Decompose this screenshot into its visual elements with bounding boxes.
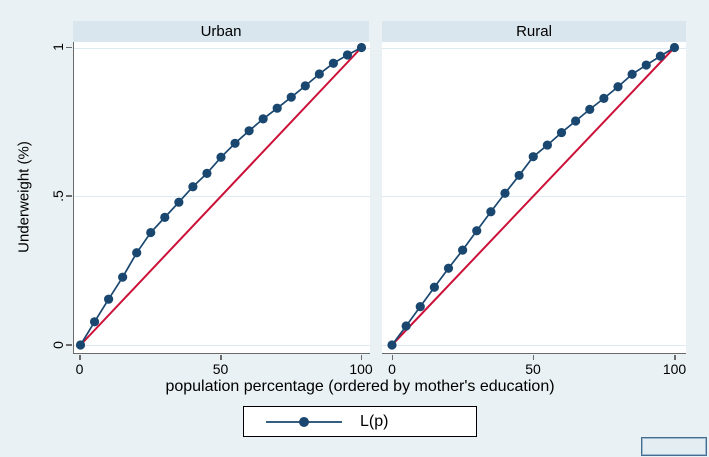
data-point-marker [387, 340, 397, 350]
y-tick-label-05: .5 [50, 190, 66, 202]
legend-line-marker-swatch [266, 416, 342, 427]
data-point-marker [244, 126, 254, 136]
data-point-marker [75, 340, 86, 350]
legend-box: L(p) [243, 406, 477, 437]
plot-area-urban [73, 42, 370, 354]
data-point-marker [500, 188, 510, 198]
data-point-marker [314, 69, 324, 79]
y-tickmark-0 [66, 344, 72, 346]
x-tickmark-rural-50 [532, 354, 534, 360]
data-point-marker [188, 182, 198, 192]
data-point-marker [160, 212, 170, 222]
data-point-marker [613, 82, 623, 92]
data-point-marker [599, 93, 609, 103]
x-tickmark-urban-50 [220, 354, 222, 360]
x-axis-title: population percentage (ordered by mother… [165, 378, 555, 395]
x-tickmark-rural-100 [674, 354, 676, 360]
data-point-marker [542, 140, 552, 150]
data-point-marker [472, 226, 482, 236]
y-tickmark-1 [66, 46, 72, 49]
data-point-marker [230, 138, 240, 148]
legend-label: L(p) [360, 412, 389, 430]
y-axis-title: Underweight (%) [15, 141, 33, 253]
corner-focus-box[interactable] [641, 437, 707, 456]
x-tickmark-urban-100 [360, 354, 362, 360]
panel-title-urban-label: Urban [200, 23, 242, 40]
data-point-marker [429, 282, 439, 292]
data-point-marker [132, 248, 142, 258]
x-tick-label-urban-100: 100 [349, 361, 373, 377]
panel-title-urban: Urban [73, 21, 369, 42]
lorenz-plot-urban [75, 42, 367, 350]
y-tick-label-0: 0 [50, 341, 66, 349]
data-point-marker [356, 42, 367, 53]
x-tick-label-rural-0: 0 [388, 361, 396, 377]
data-point-marker [528, 152, 538, 162]
data-point-marker [458, 245, 468, 255]
data-point-marker [328, 58, 338, 68]
x-tickmark-urban-0 [79, 354, 81, 360]
x-tickmark-rural-0 [391, 354, 393, 360]
data-point-marker [216, 152, 226, 162]
panel-title-rural: Rural [382, 21, 686, 42]
data-point-marker [146, 227, 156, 238]
data-point-marker [174, 197, 184, 207]
gridline-1 [74, 47, 370, 49]
panel-title-rural-label: Rural [516, 23, 552, 40]
data-point-marker [401, 321, 411, 331]
x-tick-label-rural-100: 100 [662, 361, 687, 377]
x-tick-label-rural-50: 50 [525, 361, 541, 377]
data-point-marker [415, 302, 425, 312]
data-point-marker [104, 294, 114, 304]
data-point-marker [258, 114, 268, 124]
data-point-marker [89, 317, 100, 327]
data-point-marker [118, 272, 128, 282]
data-point-marker [202, 168, 212, 178]
legend-marker-icon [299, 416, 309, 427]
gridline-0 [382, 344, 686, 346]
data-point-marker [585, 104, 595, 114]
data-point-marker [300, 81, 310, 91]
data-point-marker [272, 103, 282, 113]
data-point-marker [669, 42, 680, 53]
gridline-1 [382, 47, 686, 49]
y-tick-label-1: 1 [50, 43, 66, 51]
data-point-marker [556, 127, 567, 138]
data-point-marker [655, 51, 665, 61]
x-tick-label-urban-0: 0 [75, 361, 84, 377]
data-point-marker [286, 92, 296, 102]
x-tick-label-urban-50: 50 [212, 361, 229, 377]
data-point-marker [641, 60, 651, 70]
data-point-marker [342, 50, 353, 60]
data-point-marker [443, 263, 454, 273]
data-point-marker [571, 116, 581, 126]
data-point-marker [486, 207, 496, 217]
gridline-0 [74, 344, 370, 346]
lorenz-plot-rural [387, 42, 680, 350]
equality-line [79, 46, 363, 346]
plot-area-rural [382, 42, 686, 354]
data-point-marker [627, 69, 637, 79]
data-point-marker [514, 170, 524, 181]
y-tickmark-05 [66, 195, 72, 197]
equality-line [391, 46, 676, 346]
